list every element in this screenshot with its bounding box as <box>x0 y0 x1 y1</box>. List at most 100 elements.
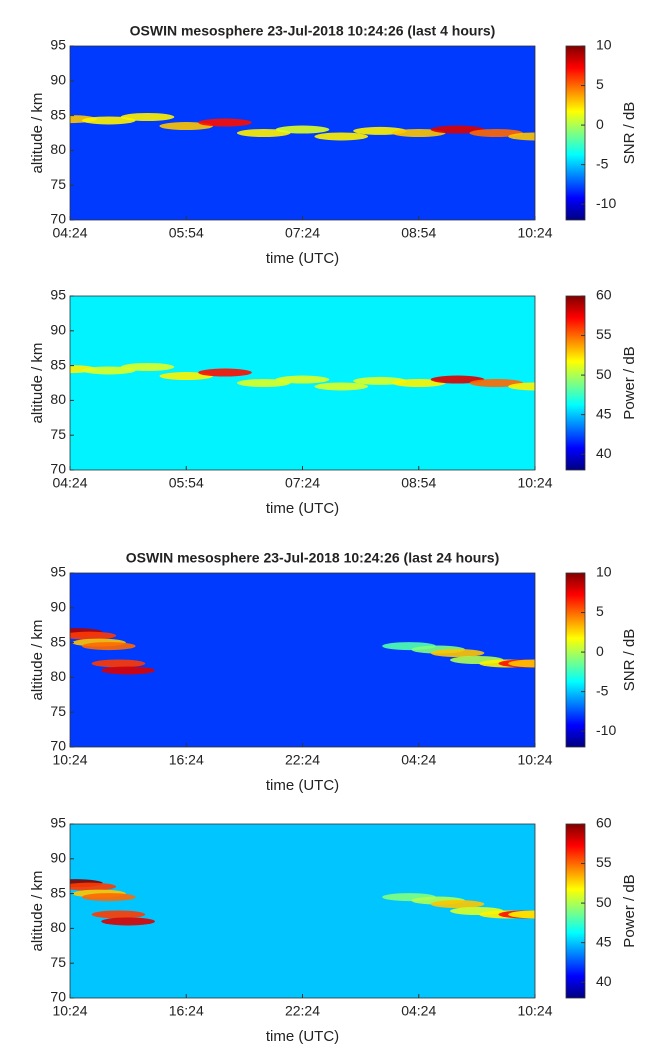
colorbar-tick-label: 45 <box>596 405 612 421</box>
colorbar-label: Power / dB <box>621 346 638 419</box>
y-tick-label: 70 <box>50 989 66 1005</box>
y-tick-label: 90 <box>50 599 66 615</box>
heatmap-cell <box>508 382 535 391</box>
y-tick-label: 80 <box>50 668 66 684</box>
x-tick-label: 22:24 <box>285 1003 320 1019</box>
colorbar-tick-label: 50 <box>596 894 612 910</box>
heatmap-cell <box>469 129 524 137</box>
colorbar-tick-label: 10 <box>596 37 612 53</box>
heatmap-cell <box>70 631 117 640</box>
heatmap-cell <box>101 917 155 926</box>
y-axis-label: altitude / km <box>29 620 46 701</box>
heatmap-cells <box>70 879 535 926</box>
heatmap-cell <box>391 129 446 137</box>
colorbar-tick-label: 0 <box>596 643 604 659</box>
heatmap-cell <box>275 375 330 384</box>
x-tick-label: 10:24 <box>52 1003 87 1019</box>
x-tick-label: 10:24 <box>517 225 552 241</box>
y-tick-label: 75 <box>50 954 66 970</box>
heatmap-cell <box>430 125 485 134</box>
heatmap-cell <box>275 125 330 134</box>
colorbar-tick-label: -10 <box>596 722 616 738</box>
y-tick-label: 85 <box>50 884 66 900</box>
colorbar-tick-label: 10 <box>596 564 612 580</box>
heatmap-cell <box>101 666 155 675</box>
x-tick-label: 16:24 <box>169 752 204 768</box>
chart-title: OSWIN mesosphere 23-Jul-2018 10:24:26 (l… <box>126 550 499 566</box>
x-tick-label: 16:24 <box>169 1003 204 1019</box>
colorbar <box>565 295 586 471</box>
colorbar-tick-label: 0 <box>596 116 604 132</box>
heatmap-cell <box>469 379 524 387</box>
y-tick-label: 95 <box>50 37 66 53</box>
y-tick-label: 70 <box>50 211 66 227</box>
x-tick-label: 08:54 <box>401 475 436 491</box>
x-tick-label: 10:24 <box>517 1003 552 1019</box>
x-axis-label: time (UTC) <box>266 250 339 267</box>
heatmap-cell <box>236 379 291 387</box>
y-tick-label: 80 <box>50 919 66 935</box>
x-tick-label: 10:24 <box>52 752 87 768</box>
colorbar <box>565 572 586 748</box>
x-tick-label: 08:54 <box>401 225 436 241</box>
colorbar-tick-label: -10 <box>596 195 616 211</box>
x-tick-label: 05:54 <box>169 475 204 491</box>
y-tick-label: 95 <box>50 564 66 580</box>
colorbar-label: SNR / dB <box>621 629 638 692</box>
heatmap-cell <box>159 122 214 131</box>
colorbar-tick-label: 60 <box>596 815 612 831</box>
x-tick-label: 04:24 <box>401 1003 436 1019</box>
heatmap-cell <box>236 129 291 137</box>
colorbar-label: SNR / dB <box>621 102 638 165</box>
y-tick-label: 95 <box>50 815 66 831</box>
heatmap-cell <box>198 118 252 127</box>
y-tick-label: 80 <box>50 391 66 407</box>
y-tick-label: 95 <box>50 287 66 303</box>
heatmap-cell <box>430 375 485 384</box>
y-tick-label: 90 <box>50 72 66 88</box>
heatmap-cell <box>198 368 252 377</box>
x-tick-label: 22:24 <box>285 752 320 768</box>
x-tick-label: 10:24 <box>517 752 552 768</box>
heatmap-cells <box>70 112 535 141</box>
colorbar-tick-label: -5 <box>596 155 609 171</box>
y-tick-label: 85 <box>50 106 66 122</box>
y-tick-label: 90 <box>50 322 66 338</box>
colorbar-tick-label: 40 <box>596 445 612 461</box>
heatmap-cell <box>391 379 446 387</box>
heatmap-cells <box>70 362 535 391</box>
x-axis-label: time (UTC) <box>266 500 339 517</box>
heatmap-cell <box>159 372 214 381</box>
y-tick-label: 75 <box>50 703 66 719</box>
x-tick-label: 04:24 <box>401 752 436 768</box>
x-tick-label: 07:24 <box>285 475 320 491</box>
heatmap-cells <box>70 628 535 675</box>
colorbar-tick-label: 55 <box>596 854 612 870</box>
heatmap-cell <box>91 659 146 668</box>
colorbar-tick-label: 60 <box>596 287 612 303</box>
y-tick-label: 70 <box>50 738 66 754</box>
y-tick-label: 85 <box>50 356 66 372</box>
heatmap-cell <box>430 900 485 909</box>
y-tick-label: 75 <box>50 426 66 442</box>
heatmap-cell <box>81 642 136 651</box>
heatmap-cell <box>120 112 175 121</box>
heatmap-cell <box>81 366 136 375</box>
colorbar <box>565 823 586 999</box>
colorbar-tick-label: 40 <box>596 973 612 989</box>
heatmap-cell <box>70 882 117 891</box>
heatmap-cell <box>508 132 535 141</box>
colorbar-tick-label: 5 <box>596 76 604 92</box>
x-axis-label: time (UTC) <box>266 777 339 794</box>
heatmap-cell <box>314 132 369 141</box>
colorbar-tick-label: 50 <box>596 366 612 382</box>
colorbar-tick-label: 5 <box>596 603 604 619</box>
y-tick-label: 80 <box>50 141 66 157</box>
y-tick-label: 90 <box>50 850 66 866</box>
y-axis-label: altitude / km <box>29 871 46 952</box>
chart-title: OSWIN mesosphere 23-Jul-2018 10:24:26 (l… <box>130 23 496 39</box>
y-axis-label: altitude / km <box>29 93 46 174</box>
y-tick-label: 85 <box>50 633 66 649</box>
heatmap-cell <box>81 116 136 125</box>
